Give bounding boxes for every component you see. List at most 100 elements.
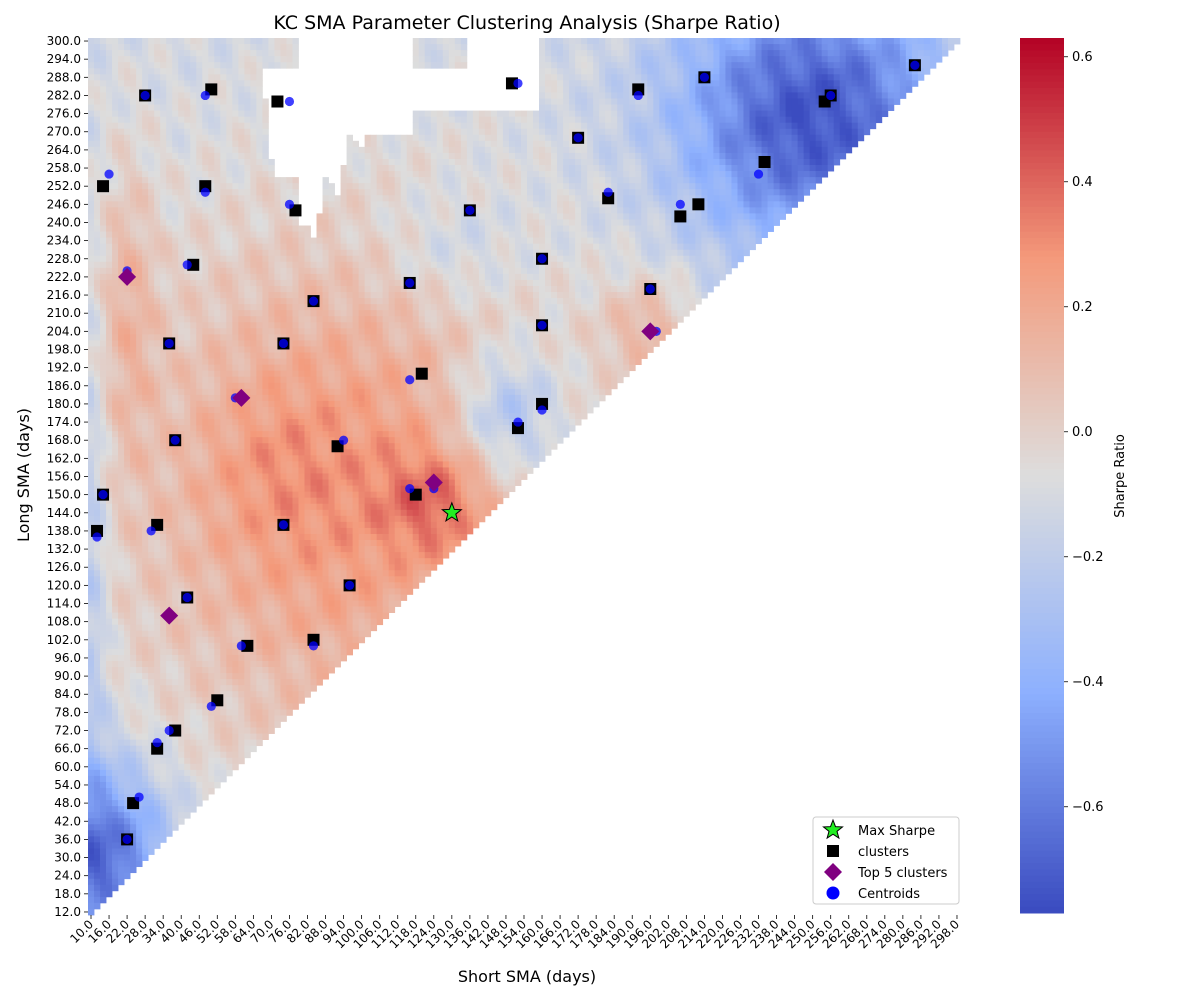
heatmap-cell: [286, 189, 293, 196]
heatmap-cell: [232, 249, 239, 257]
heatmap-cell: [304, 437, 311, 444]
heatmap-cell: [184, 612, 191, 620]
heatmap-cell: [196, 346, 203, 353]
heatmap-cell: [166, 249, 173, 257]
heatmap-cell: [136, 455, 143, 462]
heatmap-cell: [334, 237, 341, 245]
heatmap-cell: [334, 485, 341, 493]
heatmap-cell: [184, 648, 191, 656]
heatmap-cell: [316, 503, 323, 511]
heatmap-cell: [214, 636, 221, 644]
heatmap-cell: [136, 733, 143, 740]
heatmap-cell: [172, 745, 179, 753]
heatmap-cell: [334, 461, 341, 468]
heatmap-cell: [130, 842, 137, 849]
heatmap-cell: [298, 352, 305, 359]
heatmap-cell: [112, 533, 119, 541]
heatmap-cell: [298, 576, 305, 583]
heatmap-cell: [118, 630, 125, 638]
heatmap-cell: [280, 376, 287, 384]
heatmap-cell: [190, 552, 197, 559]
heatmap-cell: [238, 38, 245, 45]
heatmap-cell: [130, 781, 137, 789]
heatmap-cell: [190, 509, 197, 517]
heatmap-cell: [328, 285, 335, 293]
heatmap-cell: [124, 733, 131, 740]
heatmap-cell: [226, 110, 233, 118]
heatmap-cell: [172, 812, 179, 819]
heatmap-cell: [334, 310, 341, 317]
heatmap-cell: [148, 400, 155, 408]
heatmap-cell: [184, 757, 191, 765]
heatmap-cell: [340, 376, 347, 384]
heatmap-cell: [130, 642, 137, 650]
heatmap-cell: [310, 243, 317, 251]
heatmap-cell: [280, 352, 287, 359]
heatmap-cell: [238, 201, 245, 208]
heatmap-cell: [112, 660, 119, 668]
heatmap-cell: [160, 243, 167, 251]
heatmap-cell: [100, 812, 107, 819]
heatmap-cell: [316, 328, 323, 335]
heatmap-cell: [136, 292, 143, 299]
heatmap-cell: [124, 745, 131, 753]
heatmap-cell: [184, 691, 191, 698]
heatmap-cell: [112, 400, 119, 408]
heatmap-cell: [316, 388, 323, 396]
heatmap-cell: [154, 497, 161, 505]
heatmap-cell: [154, 382, 161, 390]
heatmap-cell: [292, 213, 299, 220]
heatmap-cell: [178, 165, 185, 172]
heatmap-cell: [142, 800, 149, 807]
heatmap-cell: [304, 624, 311, 632]
heatmap-cell: [172, 388, 179, 396]
heatmap-cell: [292, 515, 299, 523]
heatmap-cell: [142, 812, 149, 819]
heatmap-cell: [148, 425, 155, 432]
heatmap-cell: [166, 358, 173, 366]
heatmap-cell: [244, 479, 251, 486]
heatmap-cell: [280, 673, 287, 680]
heatmap-cell: [238, 292, 245, 299]
heatmap-cell: [136, 189, 143, 196]
heatmap-cell: [316, 310, 323, 317]
heatmap-cell: [178, 334, 185, 341]
heatmap-cell: [190, 231, 197, 238]
heatmap-cell: [250, 183, 257, 190]
heatmap-cell: [130, 654, 137, 662]
heatmap-cell: [304, 225, 311, 232]
heatmap-cell: [334, 219, 341, 226]
heatmap-cell: [226, 44, 233, 51]
heatmap-cell: [334, 394, 341, 402]
heatmap-cell: [250, 431, 257, 438]
heatmap-cell: [142, 733, 149, 740]
heatmap-cell: [340, 219, 347, 226]
heatmap-cell: [244, 177, 251, 184]
heatmap-cell: [94, 292, 101, 299]
heatmap-cell: [172, 824, 179, 831]
heatmap-cell: [106, 352, 113, 359]
heatmap-cell: [262, 636, 269, 644]
heatmap-cell: [316, 521, 323, 529]
heatmap-cell: [310, 310, 317, 317]
heatmap-cell: [172, 158, 179, 166]
heatmap-cell: [244, 497, 251, 505]
heatmap-cell: [316, 400, 323, 408]
heatmap-cell: [100, 461, 107, 468]
heatmap-cell: [334, 594, 341, 601]
heatmap-cell: [100, 660, 107, 668]
heatmap-cell: [274, 189, 281, 196]
heatmap-cell: [226, 388, 233, 396]
heatmap-cell: [250, 80, 257, 87]
heatmap-cell: [166, 527, 173, 535]
heatmap-cell: [94, 140, 101, 148]
heatmap-cell: [178, 425, 185, 432]
heatmap-cell: [238, 654, 245, 662]
heatmap-cell: [142, 146, 149, 154]
heatmap-cell: [154, 727, 161, 734]
heatmap-cell: [148, 691, 155, 698]
heatmap-cell: [262, 140, 269, 148]
heatmap-cell: [334, 630, 341, 638]
heatmap-cell: [160, 600, 167, 607]
heatmap-cell: [316, 660, 323, 668]
